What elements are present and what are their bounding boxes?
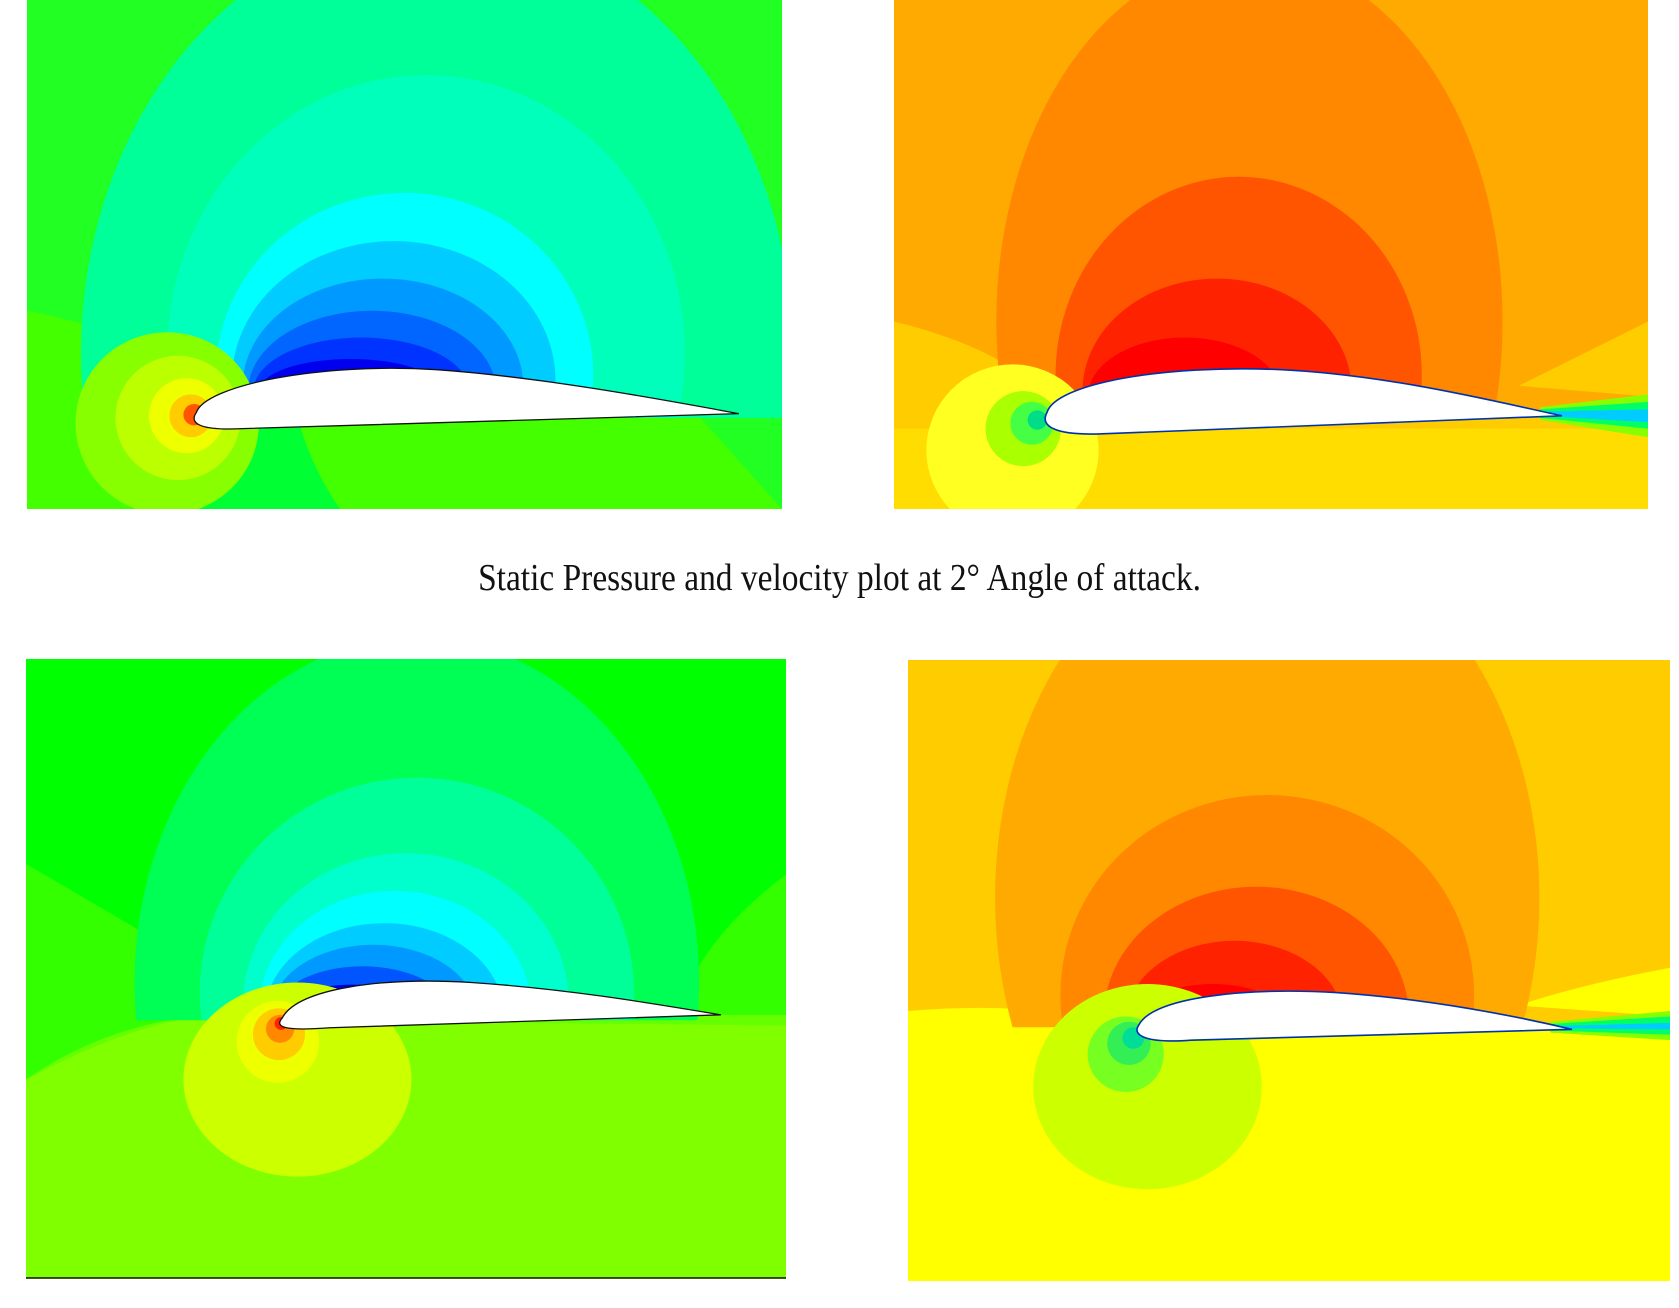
- velocity-contour-bottom: [908, 660, 1670, 1281]
- pressure-contour-bottom: [26, 659, 786, 1279]
- figure-caption: Static Pressure and velocity plot at 2° …: [478, 557, 1201, 599]
- pressure-contour-top: [27, 0, 782, 509]
- velocity-contour-top: [894, 0, 1648, 509]
